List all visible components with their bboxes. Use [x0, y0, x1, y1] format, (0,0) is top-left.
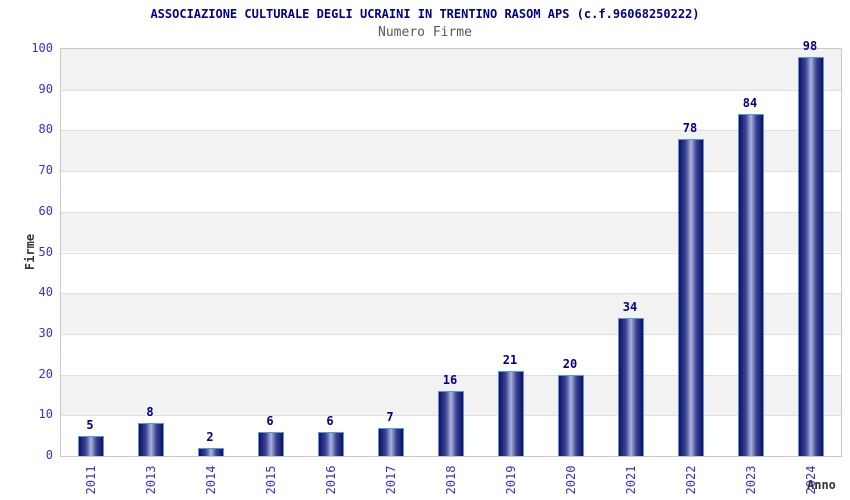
bar-value-label: 20 [562, 356, 578, 371]
plot-band [61, 89, 841, 131]
plot-band [61, 252, 841, 294]
plot-band [61, 293, 841, 334]
bar-2014 [198, 447, 224, 456]
x-tick-label: 2021 [624, 465, 638, 495]
bar-2017 [378, 427, 404, 456]
bar-2019 [498, 370, 524, 456]
chart-subtitle: Numero Firme [378, 25, 472, 40]
gridline [61, 89, 841, 91]
bar-2021 [618, 317, 644, 456]
y-tick-label: 70 [38, 163, 53, 178]
bar-value-label: 8 [146, 405, 154, 420]
bar-2020 [558, 374, 584, 456]
x-tick-label: 2019 [504, 465, 518, 495]
bar-value-label: 6 [266, 413, 274, 428]
plot-area [60, 48, 842, 457]
x-tick-label: 2011 [84, 465, 98, 495]
bar-value-label: 7 [386, 409, 394, 424]
bar-value-label: 6 [326, 413, 334, 428]
gridline [61, 211, 841, 213]
gridline [61, 333, 841, 335]
y-tick-label: 30 [38, 325, 53, 340]
x-axis-label: Anno [807, 478, 836, 492]
bar-value-label: 78 [682, 120, 698, 135]
bar-2013 [138, 423, 164, 456]
y-tick-label: 90 [38, 81, 53, 96]
y-tick-label: 60 [38, 203, 53, 218]
bar-2016 [318, 431, 344, 456]
gridline [61, 293, 841, 295]
bar-value-label: 16 [442, 372, 458, 387]
bar-value-label: 84 [742, 96, 758, 111]
bar-2011 [78, 435, 104, 456]
bar-2022 [678, 138, 704, 456]
bar-value-label: 21 [502, 352, 518, 367]
bar-value-label: 98 [802, 39, 818, 54]
y-tick-label: 100 [31, 41, 53, 55]
x-tick-label: 2013 [144, 465, 158, 495]
plot-band [61, 49, 841, 90]
x-tick-label: 2016 [324, 465, 338, 495]
y-tick-label: 20 [38, 366, 53, 381]
gridline [61, 374, 841, 376]
chart-title: ASSOCIAZIONE CULTURALE DEGLI UCRAINI IN … [150, 7, 700, 21]
x-tick-label: 2022 [684, 465, 698, 495]
y-tick-label: 80 [38, 122, 53, 137]
gridline [61, 252, 841, 254]
y-tick-label: 40 [38, 285, 53, 300]
plot-band [61, 333, 841, 375]
x-tick-label: 2014 [204, 465, 218, 495]
plot-band [61, 130, 841, 172]
bar-2023 [738, 114, 764, 456]
bar-2018 [438, 390, 464, 456]
gridline [61, 171, 841, 173]
x-tick-label: 2015 [264, 465, 278, 495]
plot-band [61, 171, 841, 212]
y-tick-label: 0 [45, 448, 53, 462]
bar-2024 [798, 57, 824, 456]
bar-value-label: 34 [622, 299, 638, 314]
y-tick-label: 50 [38, 244, 53, 259]
plot-band [61, 211, 841, 253]
y-tick-label: 10 [38, 407, 53, 422]
bar-value-label: 5 [86, 417, 94, 432]
x-tick-label: 2023 [744, 465, 758, 495]
bar-value-label: 2 [206, 429, 214, 444]
x-tick-label: 2020 [564, 465, 578, 495]
x-tick-label: 2018 [444, 465, 458, 495]
gridline [61, 130, 841, 132]
y-axis-label: Firme [23, 233, 37, 270]
x-tick-label: 2017 [384, 465, 398, 495]
bar-2015 [258, 431, 284, 456]
